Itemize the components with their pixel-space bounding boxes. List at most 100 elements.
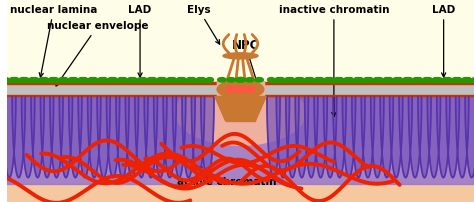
Polygon shape <box>446 97 459 178</box>
Ellipse shape <box>376 78 383 83</box>
Ellipse shape <box>374 78 381 83</box>
Bar <box>7 83 474 202</box>
Ellipse shape <box>327 78 334 83</box>
Ellipse shape <box>455 78 462 83</box>
Ellipse shape <box>334 78 341 83</box>
Ellipse shape <box>366 78 374 83</box>
Ellipse shape <box>51 78 58 83</box>
Ellipse shape <box>314 78 322 83</box>
Polygon shape <box>31 97 44 178</box>
Ellipse shape <box>354 78 361 83</box>
Ellipse shape <box>395 78 403 83</box>
Bar <box>173 81 180 82</box>
Ellipse shape <box>206 78 213 83</box>
Bar <box>291 81 298 82</box>
Bar <box>143 81 151 82</box>
Ellipse shape <box>344 78 351 83</box>
Ellipse shape <box>81 78 88 83</box>
Bar <box>192 81 200 82</box>
Ellipse shape <box>175 81 306 145</box>
Bar <box>45 81 52 82</box>
Polygon shape <box>324 97 337 178</box>
Polygon shape <box>342 97 356 178</box>
Polygon shape <box>352 97 365 178</box>
Polygon shape <box>88 97 101 178</box>
Ellipse shape <box>285 78 292 83</box>
Ellipse shape <box>445 78 452 83</box>
Ellipse shape <box>464 78 472 83</box>
Ellipse shape <box>169 78 176 83</box>
Bar <box>104 81 111 82</box>
Polygon shape <box>12 97 25 178</box>
Ellipse shape <box>294 78 302 83</box>
Ellipse shape <box>88 78 95 83</box>
Polygon shape <box>116 97 129 178</box>
Ellipse shape <box>139 78 147 83</box>
Bar <box>438 81 446 82</box>
Polygon shape <box>276 97 290 178</box>
Polygon shape <box>50 97 63 178</box>
Bar <box>419 81 426 82</box>
Ellipse shape <box>277 78 285 83</box>
Ellipse shape <box>130 78 137 83</box>
Bar <box>271 81 279 82</box>
Bar <box>217 83 264 97</box>
Ellipse shape <box>218 78 226 83</box>
Ellipse shape <box>98 78 105 83</box>
Polygon shape <box>428 97 440 178</box>
Ellipse shape <box>120 78 128 83</box>
Polygon shape <box>267 97 280 178</box>
Text: LAD: LAD <box>128 5 152 78</box>
Bar <box>64 81 72 82</box>
Ellipse shape <box>422 78 430 83</box>
Bar <box>6 81 13 82</box>
Bar <box>379 81 387 82</box>
Ellipse shape <box>226 87 236 93</box>
Ellipse shape <box>287 78 294 83</box>
Polygon shape <box>390 97 403 178</box>
Bar <box>124 81 131 82</box>
Bar <box>310 81 318 82</box>
Polygon shape <box>107 97 119 178</box>
Ellipse shape <box>452 78 459 83</box>
Bar <box>7 83 474 97</box>
Ellipse shape <box>317 78 324 83</box>
Ellipse shape <box>223 54 258 60</box>
Polygon shape <box>59 97 73 178</box>
Bar <box>74 81 82 82</box>
Ellipse shape <box>297 78 304 83</box>
Bar <box>389 81 397 82</box>
Polygon shape <box>78 97 91 178</box>
Bar <box>281 81 289 82</box>
Ellipse shape <box>31 78 39 83</box>
Polygon shape <box>399 97 412 178</box>
Ellipse shape <box>179 78 186 83</box>
Text: Elys: Elys <box>187 5 219 45</box>
Ellipse shape <box>137 78 145 83</box>
Polygon shape <box>163 97 176 178</box>
Polygon shape <box>40 97 54 178</box>
Polygon shape <box>22 97 35 178</box>
Ellipse shape <box>383 78 391 83</box>
Polygon shape <box>69 97 82 178</box>
Bar <box>114 81 121 82</box>
Text: LAD: LAD <box>432 5 455 78</box>
Bar <box>182 81 190 82</box>
Ellipse shape <box>267 78 275 83</box>
Bar <box>7 0 474 83</box>
Polygon shape <box>135 97 148 178</box>
Polygon shape <box>191 97 205 178</box>
Polygon shape <box>182 97 195 178</box>
Bar <box>399 81 407 82</box>
Text: nuclear lamina: nuclear lamina <box>10 5 97 78</box>
Ellipse shape <box>186 78 194 83</box>
Ellipse shape <box>2 78 9 83</box>
Ellipse shape <box>393 78 401 83</box>
Ellipse shape <box>12 78 19 83</box>
Text: nuclear envelope: nuclear envelope <box>47 21 149 86</box>
Bar <box>163 81 171 82</box>
Ellipse shape <box>118 78 125 83</box>
Ellipse shape <box>61 78 68 83</box>
Bar <box>7 95 474 97</box>
Ellipse shape <box>78 78 86 83</box>
